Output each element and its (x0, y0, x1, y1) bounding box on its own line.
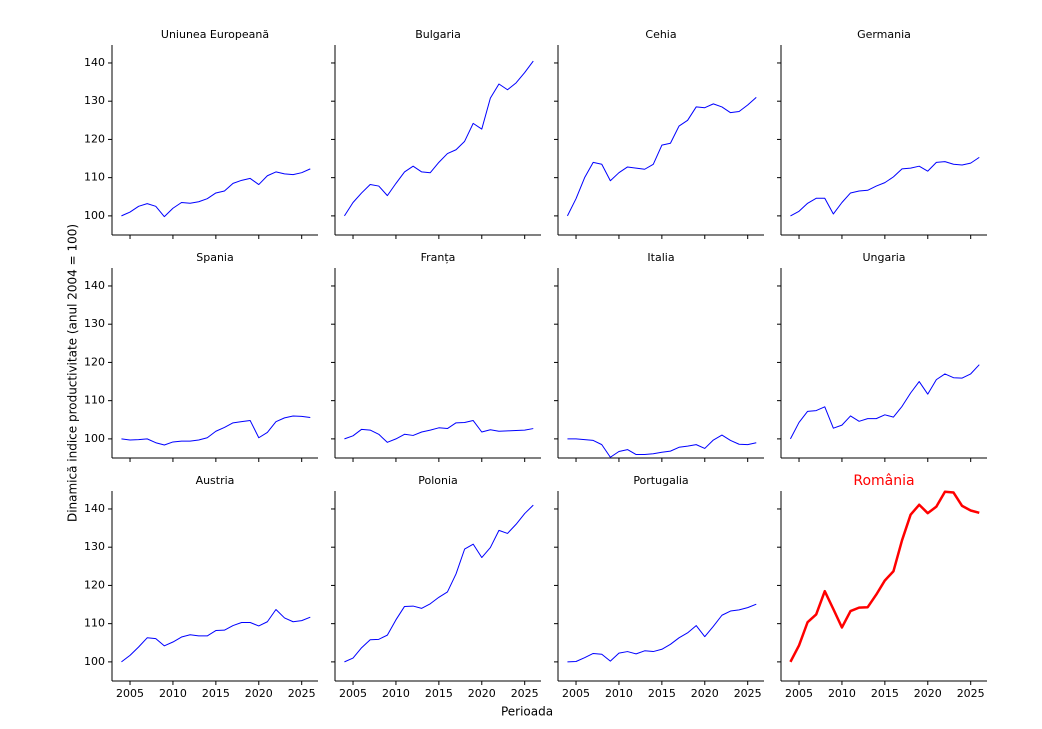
panel-title: Cehia (645, 28, 676, 41)
x-tick-label: 2010 (605, 687, 633, 700)
y-tick-label: 110 (84, 617, 105, 630)
x-tick-label: 2025 (957, 687, 985, 700)
data-line (121, 415, 311, 446)
x-tick-label: 2005 (116, 687, 144, 700)
data-line (567, 603, 757, 663)
data-line (790, 156, 980, 217)
y-tick-label: 130 (84, 317, 105, 330)
panel-title: Bulgaria (415, 28, 461, 41)
panel-title: Polonia (418, 474, 458, 487)
x-tick-label: 2005 (785, 687, 813, 700)
y-tick-label: 120 (84, 578, 105, 591)
x-tick-label: 2025 (511, 687, 539, 700)
y-tick-label: 140 (84, 279, 105, 292)
data-line (566, 96, 757, 217)
x-tick-label: 2005 (339, 687, 367, 700)
data-line (121, 168, 311, 218)
x-tick-label: 2015 (871, 687, 899, 700)
x-tick-label: 2015 (648, 687, 676, 700)
y-tick-label: 130 (84, 540, 105, 553)
x-tick-label: 2010 (382, 687, 410, 700)
panel-title: Austria (196, 474, 235, 487)
panel-title: Germania (857, 28, 911, 41)
y-tick-label: 120 (84, 132, 105, 145)
data-line (344, 504, 534, 663)
panel-title: Portugalia (633, 474, 688, 487)
y-axis-label: Dinamică indice productivitate (anul 200… (66, 224, 80, 522)
x-tick-label: 2010 (828, 687, 856, 700)
y-tick-label: 140 (84, 56, 105, 69)
data-line (121, 609, 311, 663)
y-tick-label: 130 (84, 94, 105, 107)
panel-title: Ungaria (862, 251, 905, 264)
data-line (789, 364, 980, 440)
x-tick-label: 2010 (159, 687, 187, 700)
panel-title: Uniunea Europeană (161, 28, 269, 41)
x-tick-label: 2020 (245, 687, 273, 700)
panel-title: Spania (196, 251, 233, 264)
data-line (344, 420, 534, 443)
x-tick-label: 2015 (202, 687, 230, 700)
y-tick-label: 100 (84, 655, 105, 668)
y-tick-label: 120 (84, 355, 105, 368)
y-tick-label: 110 (84, 394, 105, 407)
y-tick-label: 100 (84, 209, 105, 222)
x-tick-label: 2025 (734, 687, 762, 700)
x-tick-label: 2025 (288, 687, 316, 700)
data-line (789, 490, 980, 663)
x-tick-label: 2015 (425, 687, 453, 700)
y-tick-label: 140 (84, 502, 105, 515)
y-tick-label: 100 (84, 432, 105, 445)
x-tick-label: 2020 (914, 687, 942, 700)
panel-title: Italia (647, 251, 674, 264)
y-tick-label: 110 (84, 171, 105, 184)
x-tick-label: 2005 (562, 687, 590, 700)
data-line (344, 60, 534, 217)
panel-title: România (853, 473, 914, 489)
x-axis-label: Perioada (501, 705, 553, 719)
x-tick-label: 2020 (468, 687, 496, 700)
data-line (567, 434, 757, 458)
x-tick-label: 2020 (691, 687, 719, 700)
panel-title: Franța (421, 251, 456, 264)
